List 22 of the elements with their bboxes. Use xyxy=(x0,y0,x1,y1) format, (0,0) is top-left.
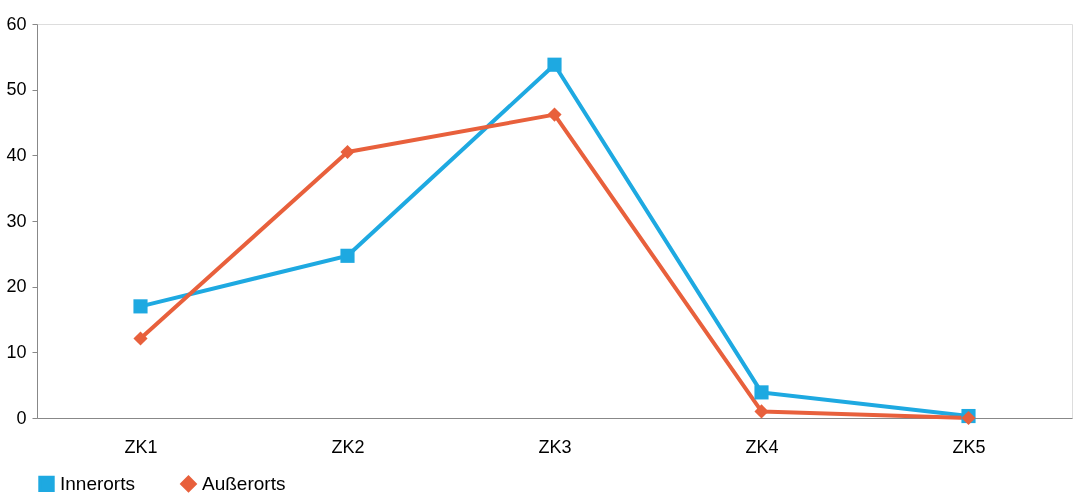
point xyxy=(547,57,562,72)
x-tick-label: ZK4 xyxy=(745,436,779,457)
point xyxy=(547,107,562,122)
legend-label: Außerorts xyxy=(202,472,286,494)
point xyxy=(340,144,355,160)
point xyxy=(754,404,769,419)
x-tick-label: ZK2 xyxy=(331,436,365,457)
x-tick-label: ZK1 xyxy=(124,436,158,457)
point xyxy=(133,299,148,314)
y-tick-label: 20 xyxy=(6,276,27,297)
point xyxy=(754,385,769,400)
y-tick-label: 10 xyxy=(6,341,27,362)
y-tick-label: 60 xyxy=(6,13,27,34)
point xyxy=(133,331,148,346)
x-tick-label: ZK3 xyxy=(538,436,572,457)
y-tick-label: 40 xyxy=(6,144,27,165)
y-tick-label: 0 xyxy=(16,407,27,428)
point xyxy=(340,248,355,263)
y-tick-label: 30 xyxy=(6,210,27,231)
y-tick-label: 50 xyxy=(6,79,27,100)
x-tick-label: ZK5 xyxy=(952,436,986,457)
legend-label: Innerorts xyxy=(60,472,135,494)
